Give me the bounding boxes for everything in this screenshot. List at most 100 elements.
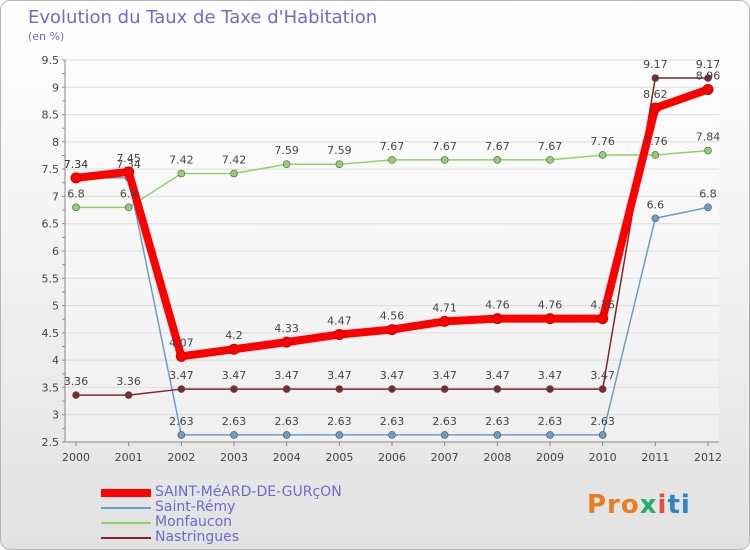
legend-swatch-saint-remy: [101, 507, 151, 509]
x-tick-label: 2003: [220, 451, 248, 464]
y-tick-label: 3: [52, 409, 59, 422]
data-label: 7.34: [116, 158, 141, 171]
data-label: 4.76: [485, 299, 510, 312]
data-label: 8.62: [643, 88, 668, 101]
data-label: 7.67: [432, 140, 457, 153]
data-label: 2.63: [432, 415, 457, 428]
y-tick-label: 2.5: [42, 436, 60, 449]
x-tick-label: 2012: [694, 451, 722, 464]
legend-swatch-monfaucon: [101, 522, 151, 524]
data-point: [440, 385, 449, 393]
data-point: [598, 151, 607, 159]
x-tick-label: 2010: [589, 451, 617, 464]
data-point: [704, 74, 712, 82]
data-point: [335, 431, 344, 439]
data-point: [493, 385, 502, 393]
y-tick-label: 4: [52, 354, 59, 367]
data-label: 3.36: [116, 375, 141, 388]
legend-swatch-saint-meard: [101, 489, 151, 497]
data-point: [493, 156, 502, 164]
data-label: 6.6: [647, 198, 665, 211]
data-point: [177, 431, 186, 439]
data-label: 6.8: [699, 187, 717, 200]
data-point: [282, 431, 291, 439]
data-label: 2.63: [222, 415, 247, 428]
data-point: [493, 431, 502, 439]
legend-swatch-nastringues: [101, 537, 151, 539]
data-point: [228, 343, 240, 355]
data-point: [651, 214, 660, 223]
data-label: 7.34: [64, 158, 89, 171]
data-label: 7.45: [116, 152, 141, 165]
x-tick-label: 2008: [483, 451, 511, 464]
data-label: 4.07: [169, 336, 194, 349]
y-tick-label: 8: [52, 136, 59, 149]
data-label: 7.67: [380, 140, 405, 153]
data-label: 7.76: [590, 135, 615, 148]
data-point: [440, 431, 449, 439]
data-point: [388, 385, 396, 393]
data-label: 9.17: [696, 58, 721, 71]
data-point: [230, 169, 238, 178]
data-point: [177, 385, 186, 393]
data-point: [439, 315, 451, 327]
data-label: 3.47: [538, 369, 563, 382]
logo-part: x: [639, 490, 658, 520]
legend-label: Nastringues: [155, 529, 240, 545]
data-label: 3.47: [274, 369, 299, 382]
data-point: [72, 391, 80, 399]
data-label: 2.63: [327, 415, 352, 428]
chart-legend: SAINT-MéARD-DE-GURçON Saint-Rémy Monfauc…: [101, 485, 421, 545]
data-point: [333, 328, 345, 340]
data-point: [282, 385, 291, 393]
x-tick-label: 2011: [641, 451, 669, 464]
x-tick-label: 2007: [431, 451, 459, 464]
y-tick-label: 3.5: [42, 381, 60, 394]
data-point: [335, 385, 344, 393]
data-label: 4.76: [590, 299, 615, 312]
x-tick-label: 2004: [273, 451, 301, 464]
data-point: [546, 385, 554, 393]
data-point: [123, 166, 135, 178]
data-label: 7.42: [169, 154, 194, 167]
data-label: 3.47: [590, 369, 615, 382]
y-tick-label: 6.5: [42, 218, 60, 231]
logo-part: ti: [667, 490, 691, 520]
data-point: [281, 336, 293, 348]
data-point: [388, 156, 396, 164]
data-point: [386, 324, 398, 336]
y-tick-label: 4.5: [42, 327, 60, 340]
data-point: [649, 102, 661, 114]
data-label: 3.47: [169, 369, 194, 382]
data-point: [124, 203, 133, 212]
logo-part: Pro: [587, 490, 640, 520]
chart-plot: 2.5 3 3.5 4 4.5 5 5.5 6 6.5 7 7.5 8 8.5 9 9.5 2000 2001 2…: [42, 54, 723, 464]
data-point: [702, 83, 714, 95]
data-label: 7.84: [696, 131, 721, 144]
data-point: [282, 160, 291, 169]
legend-label: SAINT-MéARD-DE-GURçON: [155, 484, 342, 500]
chart-subtitle: (en %): [28, 30, 65, 43]
data-label: 3.47: [380, 369, 405, 382]
legend-item: Saint-Rémy: [101, 500, 421, 515]
data-label: 4.2: [225, 329, 243, 342]
data-label: 2.63: [380, 415, 405, 428]
data-point: [388, 431, 396, 439]
logo-part: i: [657, 490, 668, 520]
data-label: 3.47: [485, 369, 510, 382]
data-point: [440, 156, 449, 164]
data-label: 2.63: [590, 415, 615, 428]
data-label: 7.59: [327, 144, 352, 157]
x-tick-label: 2009: [536, 451, 564, 464]
data-label: 3.47: [222, 369, 247, 382]
data-point: [177, 169, 186, 178]
data-label: 2.63: [169, 415, 194, 428]
data-label: 8.96: [696, 69, 721, 82]
y-tick-label: 9.5: [42, 54, 60, 67]
data-label: 4.71: [432, 301, 457, 314]
data-label: 4.76: [538, 299, 563, 312]
data-label: 7.67: [538, 140, 563, 153]
legend-item: Nastringues: [101, 530, 421, 545]
data-point: [598, 431, 607, 439]
